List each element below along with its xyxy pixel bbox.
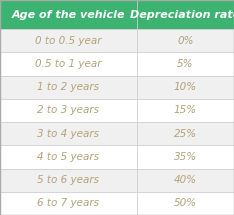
Bar [137, 0, 234, 29]
Bar [137, 29, 234, 52]
Bar [0, 192, 137, 215]
Bar [137, 169, 234, 192]
Bar [137, 75, 234, 99]
Bar [0, 0, 137, 29]
Text: 0.5 to 1 year: 0.5 to 1 year [35, 59, 102, 69]
Bar [137, 52, 234, 75]
Text: 35%: 35% [174, 152, 197, 162]
Text: 50%: 50% [174, 198, 197, 208]
Text: 15%: 15% [174, 105, 197, 115]
Bar [0, 75, 137, 99]
Text: 6 to 7 years: 6 to 7 years [37, 198, 99, 208]
Text: 0 to 0.5 year: 0 to 0.5 year [35, 36, 102, 46]
Bar [137, 122, 234, 145]
Text: 5 to 6 years: 5 to 6 years [37, 175, 99, 185]
Text: 25%: 25% [174, 129, 197, 139]
Bar [0, 145, 137, 169]
Text: 1 to 2 years: 1 to 2 years [37, 82, 99, 92]
Bar [137, 145, 234, 169]
Text: 3 to 4 years: 3 to 4 years [37, 129, 99, 139]
Text: 40%: 40% [174, 175, 197, 185]
Bar [137, 99, 234, 122]
Text: 0%: 0% [177, 36, 194, 46]
Text: 4 to 5 years: 4 to 5 years [37, 152, 99, 162]
Text: Depreciation rate: Depreciation rate [130, 9, 234, 20]
Text: 10%: 10% [174, 82, 197, 92]
Text: Age of the vehicle: Age of the vehicle [12, 9, 125, 20]
Text: 5%: 5% [177, 59, 194, 69]
Bar [137, 192, 234, 215]
Bar [0, 99, 137, 122]
Text: 2 to 3 years: 2 to 3 years [37, 105, 99, 115]
Bar [0, 122, 137, 145]
Bar [0, 29, 137, 52]
Bar [0, 52, 137, 75]
Bar [0, 169, 137, 192]
